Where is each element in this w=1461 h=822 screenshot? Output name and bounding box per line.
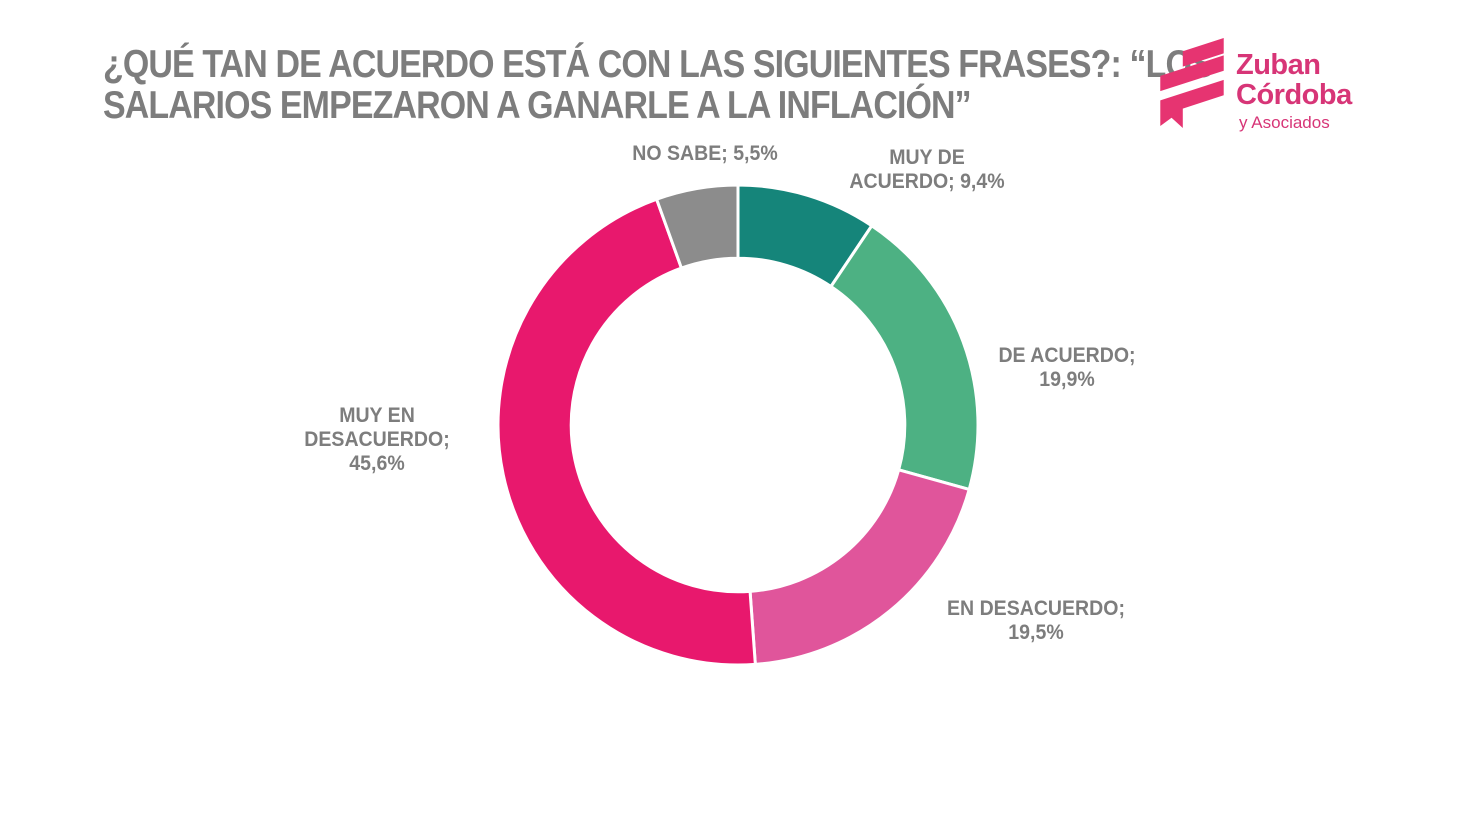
logo-tagline: y Asociados [1239,113,1330,132]
page-title: ¿QUÉ TAN DE ACUERDO ESTÁ CON LAS SIGUIEN… [103,43,1214,127]
donut-chart-svg [496,183,980,667]
donut-slice-de-acuerdo [829,224,980,491]
logo: Zuban Córdoba y Asociados [1160,38,1352,133]
logo-stripes-icon [1160,38,1224,128]
slice-label-muy-de-acuerdo: MUY DE ACUERDO; 9,4% [849,146,1005,193]
donut-slice-no-sabe [655,183,740,270]
slice-label-no-sabe: NO SABE; 5,5% [632,142,778,165]
donut-chart [478,165,998,685]
slice-label-de-acuerdo: DE ACUERDO; 19,9% [998,344,1136,391]
logo-name: Zuban Córdoba [1236,49,1352,111]
slice-label-en-desacuerdo: EN DESACUERDO; 19,5% [947,597,1125,644]
logo-text: Zuban Córdoba y Asociados [1236,50,1352,133]
slice-label-muy-en-desacuerdo: MUY EN DESACUERDO; 45,6% [304,404,450,475]
donut-slice-muy-en-desacuerdo [496,197,757,667]
